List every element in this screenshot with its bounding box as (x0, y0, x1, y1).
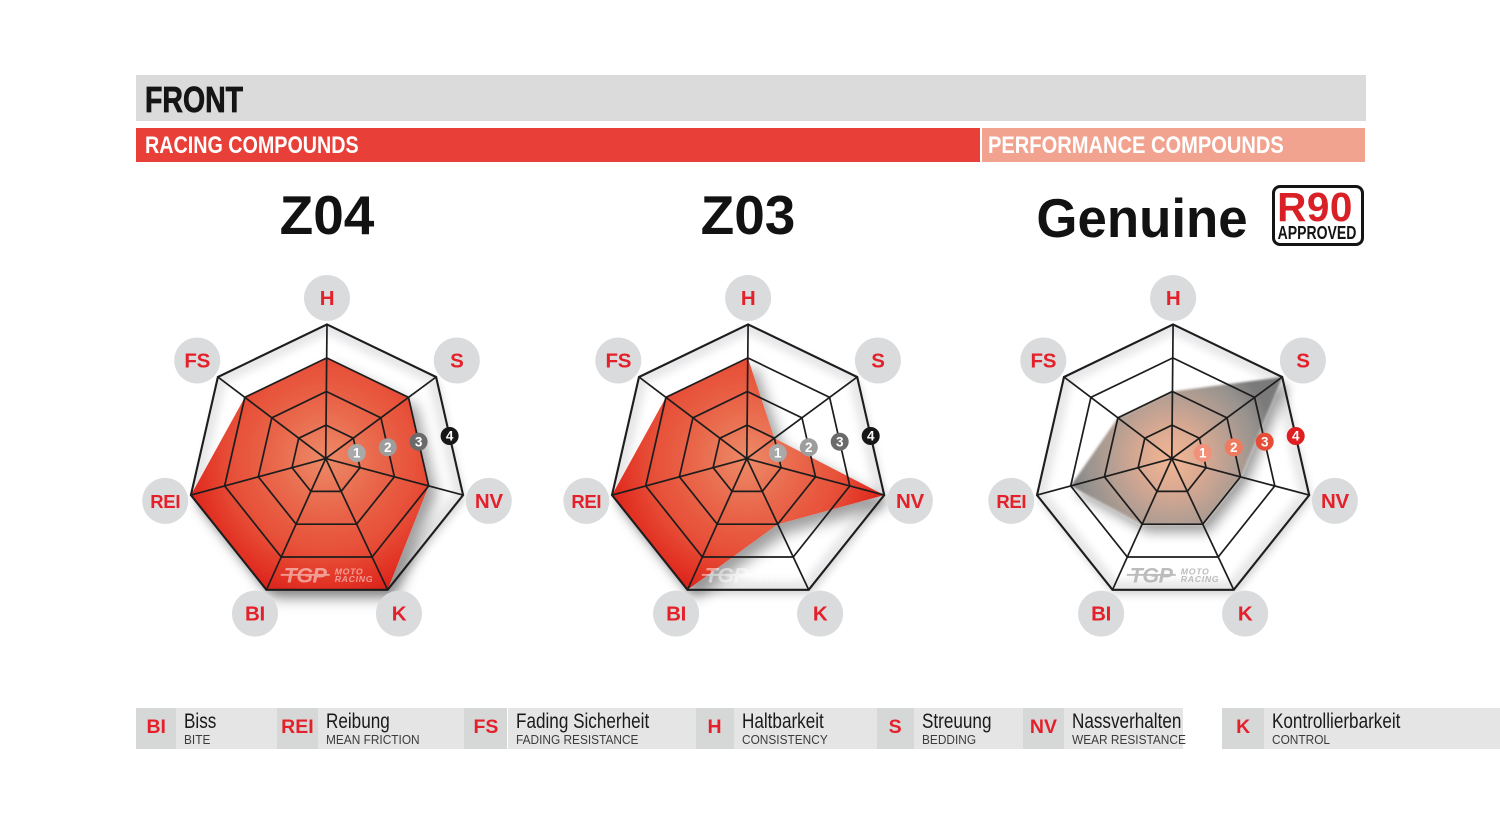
svg-text:K: K (392, 603, 407, 626)
svg-text:K: K (813, 603, 828, 626)
svg-text:RACING: RACING (756, 574, 794, 584)
svg-text:MOTO: MOTO (756, 567, 785, 577)
svg-text:4: 4 (867, 429, 875, 444)
svg-text:FS: FS (1030, 350, 1056, 373)
svg-text:S: S (871, 350, 884, 373)
svg-text:2: 2 (805, 440, 813, 455)
svg-text:S: S (450, 350, 463, 373)
svg-text:NV: NV (896, 490, 925, 513)
svg-text:2: 2 (384, 440, 392, 455)
svg-text:BI: BI (1091, 603, 1111, 626)
svg-text:BI: BI (666, 603, 686, 626)
svg-text:1: 1 (353, 446, 361, 461)
svg-text:REI: REI (996, 491, 1026, 512)
svg-text:4: 4 (446, 429, 454, 444)
svg-text:FS: FS (184, 350, 210, 373)
svg-text:MOTO: MOTO (335, 567, 364, 577)
svg-text:1: 1 (774, 446, 782, 461)
svg-text:4: 4 (1292, 429, 1300, 444)
svg-text:FS: FS (605, 350, 631, 373)
svg-text:RACING: RACING (1181, 574, 1219, 584)
svg-text:REI: REI (150, 491, 180, 512)
svg-text:NV: NV (1321, 490, 1350, 513)
svg-text:3: 3 (836, 434, 844, 449)
svg-text:H: H (1166, 287, 1181, 310)
svg-text:3: 3 (415, 434, 423, 449)
svg-text:REI: REI (571, 491, 601, 512)
svg-text:3: 3 (1261, 434, 1269, 449)
svg-text:S: S (1296, 350, 1309, 373)
svg-text:MOTO: MOTO (1181, 567, 1210, 577)
svg-text:H: H (741, 287, 756, 310)
svg-text:BI: BI (245, 603, 265, 626)
svg-text:RACING: RACING (335, 574, 373, 584)
svg-text:NV: NV (475, 490, 504, 513)
svg-text:K: K (1238, 603, 1253, 626)
svg-text:1: 1 (1199, 446, 1207, 461)
svg-text:H: H (320, 287, 335, 310)
svg-text:2: 2 (1230, 440, 1238, 455)
